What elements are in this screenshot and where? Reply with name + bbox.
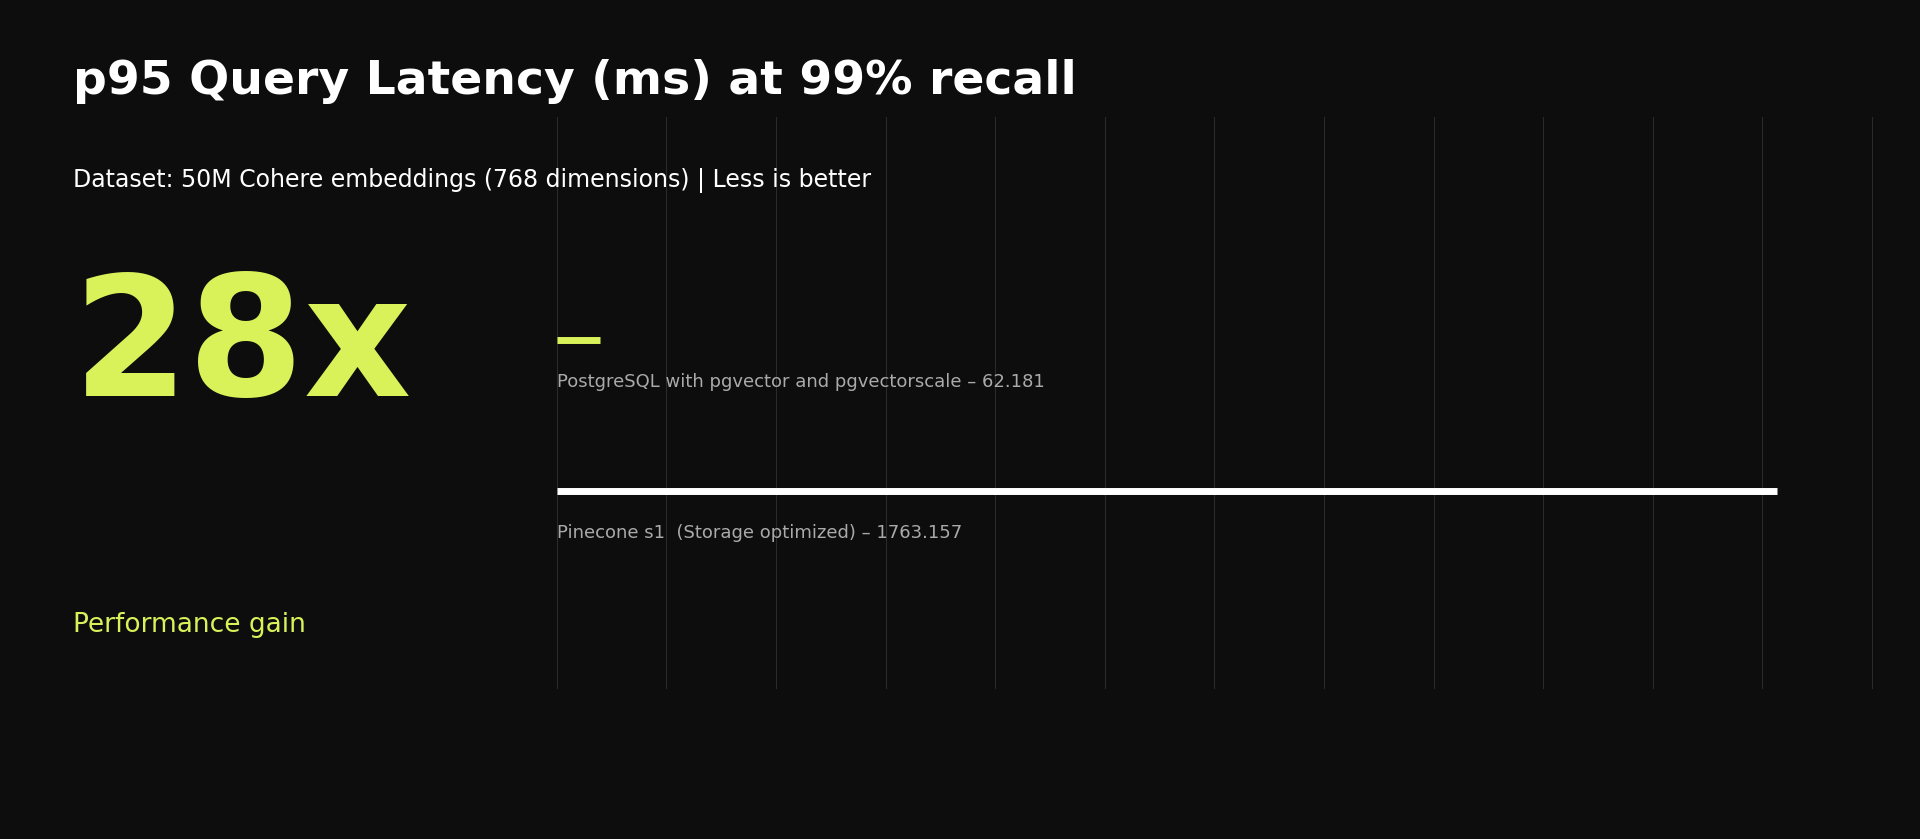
Text: Dataset: 50M Cohere embeddings (768 dimensions) | Less is better: Dataset: 50M Cohere embeddings (768 dime…: [73, 168, 872, 193]
Text: Performance gain: Performance gain: [73, 612, 305, 638]
Text: Pinecone s1  (Storage optimized) – 1763.157: Pinecone s1 (Storage optimized) – 1763.1…: [557, 524, 962, 542]
Text: 28x: 28x: [73, 268, 413, 431]
Text: PostgreSQL with pgvector and pgvectorscale – 62.181: PostgreSQL with pgvector and pgvectorsca…: [557, 373, 1044, 391]
Text: p95 Query Latency (ms) at 99% recall: p95 Query Latency (ms) at 99% recall: [73, 59, 1077, 104]
